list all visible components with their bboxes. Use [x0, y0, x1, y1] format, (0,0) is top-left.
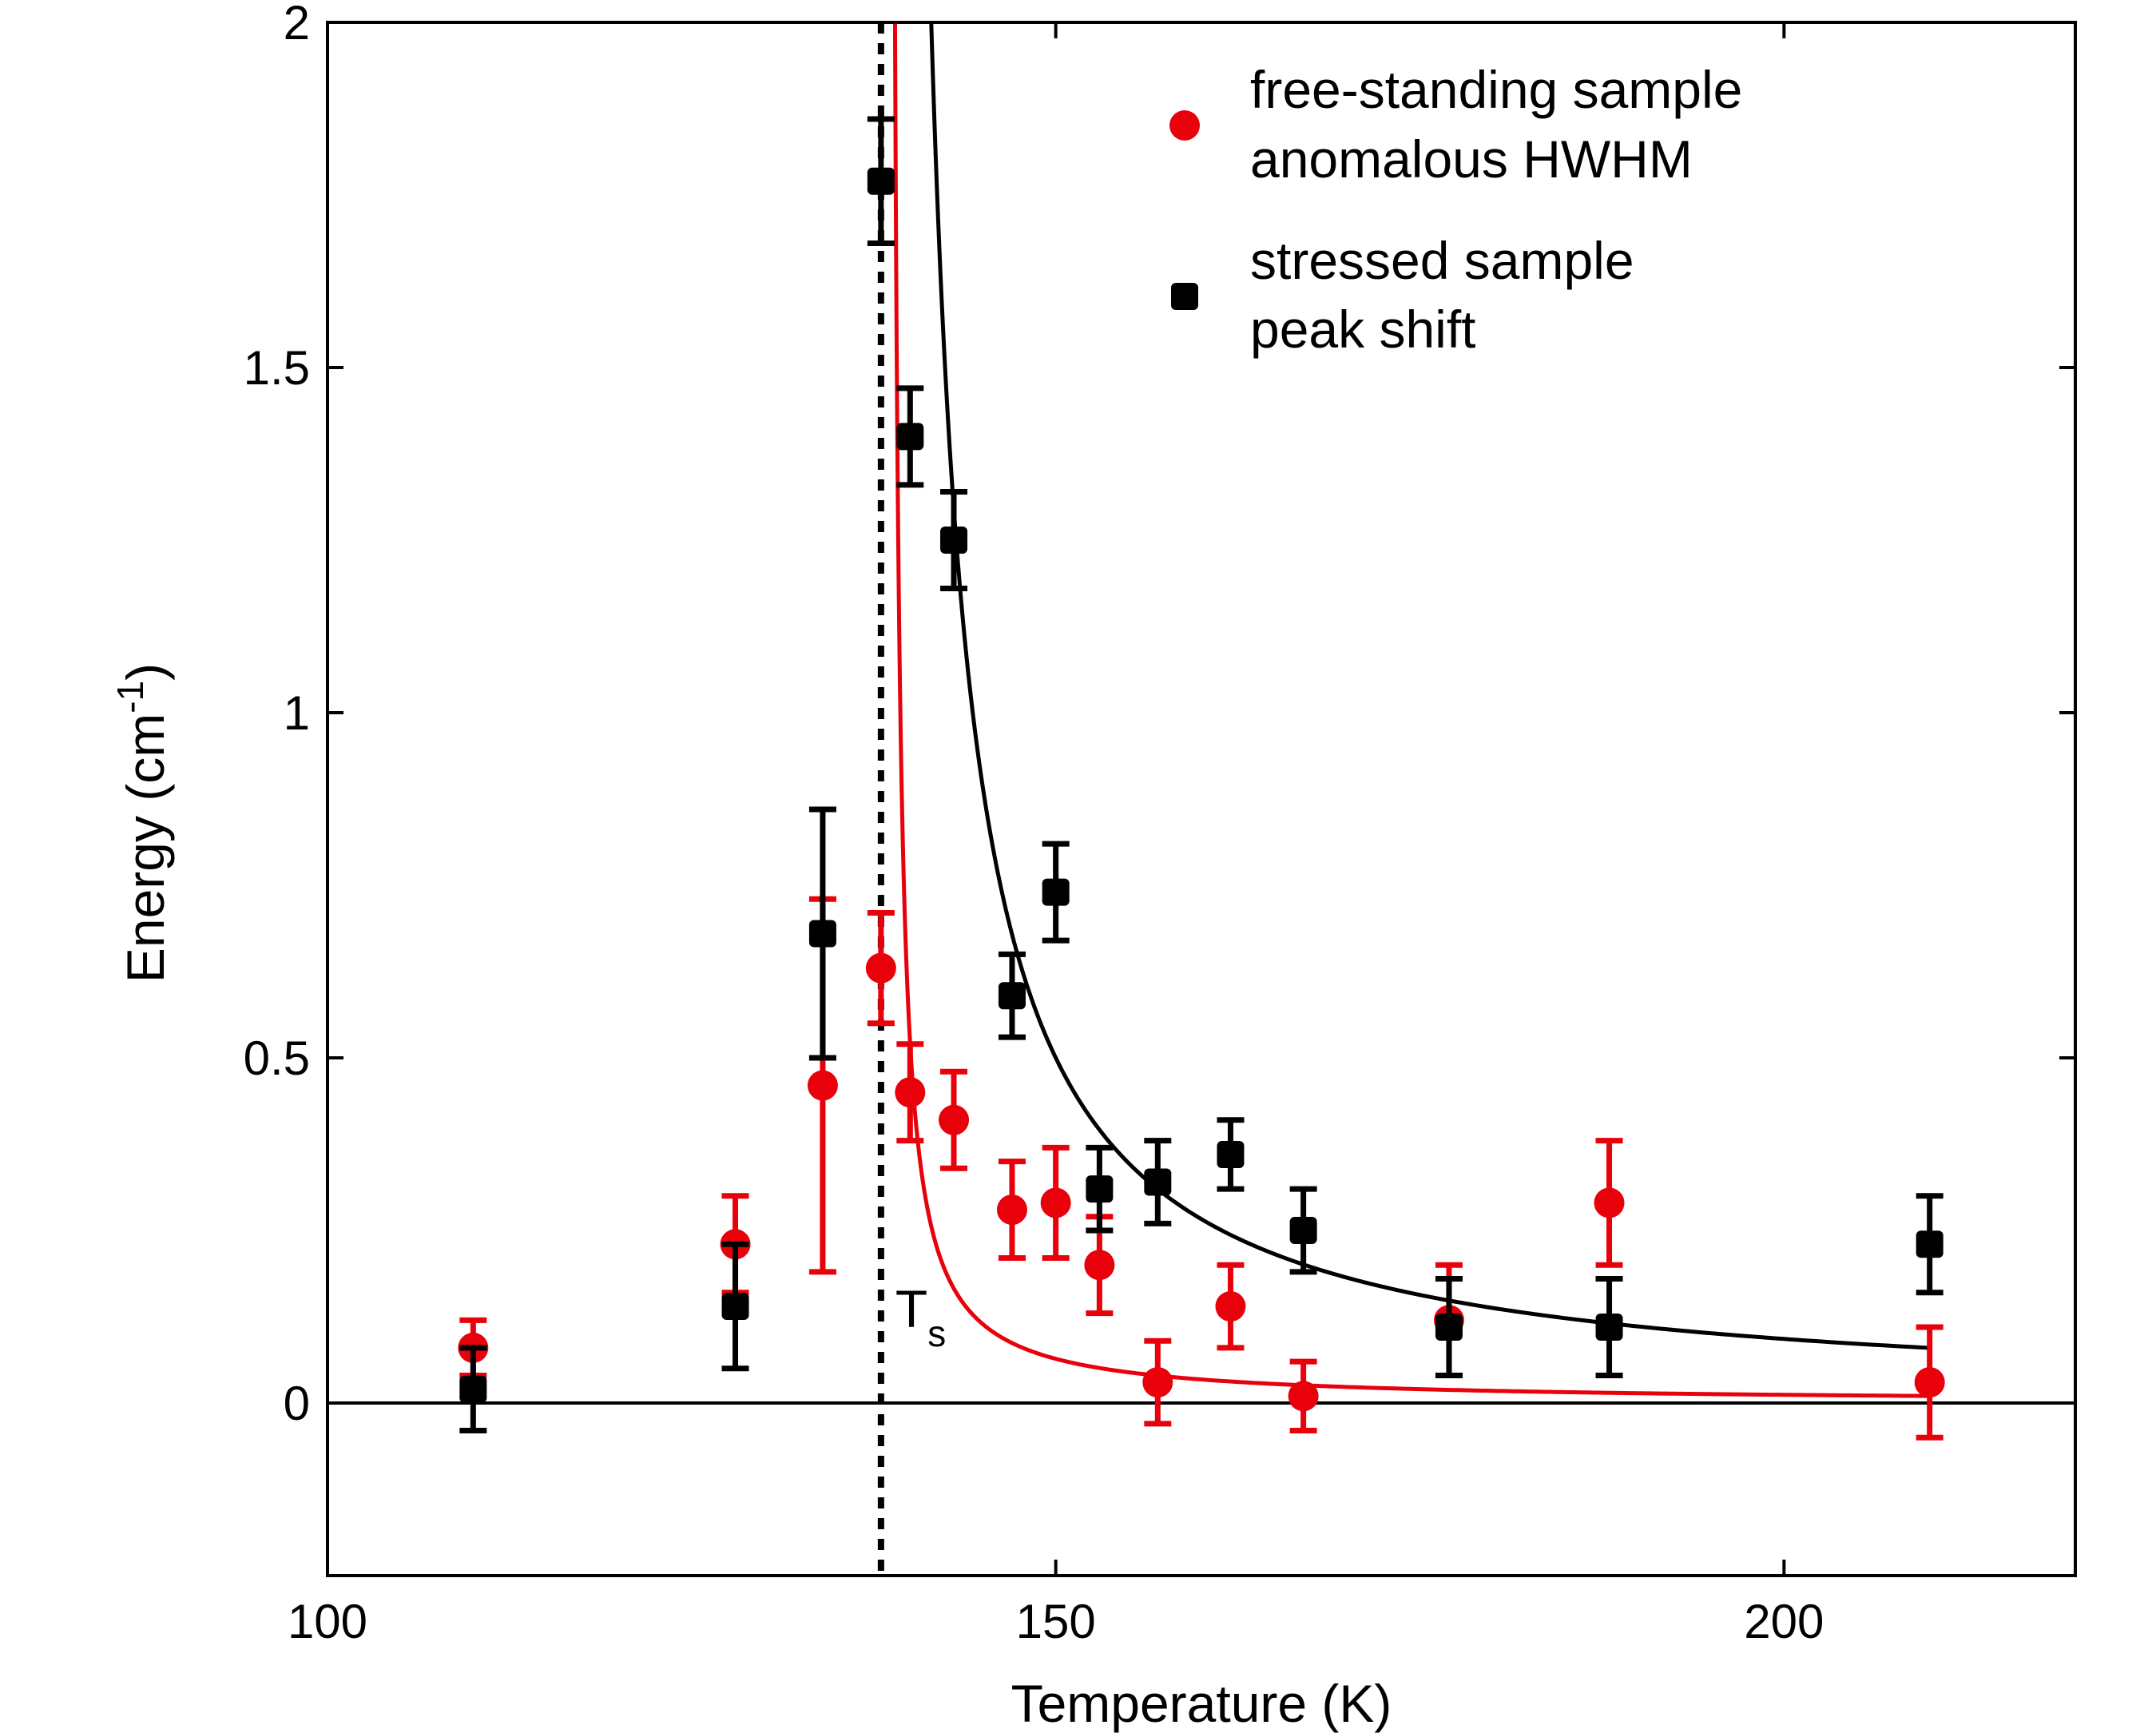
ts-annotation-main: T — [895, 1279, 927, 1338]
y-tick-label: 1 — [284, 686, 310, 740]
data-point-stressed — [1144, 1168, 1172, 1196]
plot-frame — [326, 21, 2077, 1577]
y-axis-title: Energy (cm-1) — [109, 663, 175, 983]
y-axis-title-close: ) — [116, 663, 175, 681]
data-point-stressed — [896, 423, 924, 451]
data-point-stressed — [1086, 1175, 1114, 1203]
data-point-free-standing — [807, 1070, 838, 1101]
legend-label-free-standing-line2: anomalous HWHM — [1250, 129, 1693, 189]
data-point-free-standing — [895, 1077, 926, 1108]
y-tick-label: 2 — [284, 0, 310, 50]
legend-label-stressed-line1: stressed sample — [1250, 231, 1634, 290]
x-tick-label: 150 — [1016, 1595, 1096, 1648]
y-tick-label: 0.5 — [244, 1031, 310, 1085]
data-point-stressed — [867, 167, 895, 195]
data-point-stressed — [1042, 878, 1070, 906]
legend-label-free-standing-line1: free-standing sample — [1250, 60, 1742, 119]
x-tick-label: 100 — [288, 1595, 367, 1648]
fit-curves-layer — [892, 22, 1930, 1398]
data-point-free-standing — [1288, 1381, 1319, 1412]
data-point-stressed — [940, 527, 968, 554]
data-point-free-standing — [1040, 1187, 1071, 1218]
data-point-stressed — [808, 920, 836, 948]
ts-annotation-subscript: s — [927, 1313, 946, 1354]
reference-lines-layer — [328, 22, 2075, 1576]
fit-curve-free-standing — [892, 22, 1930, 1398]
y-tick-label: 0 — [284, 1377, 310, 1430]
data-point-stressed — [459, 1375, 487, 1403]
data-point-free-standing — [865, 952, 896, 984]
legend-marker-free-standing — [1169, 110, 1200, 141]
data-point-stressed — [1435, 1313, 1463, 1341]
data-point-stressed — [1217, 1140, 1245, 1168]
axes-layer: 100 150 200 0 0.5 1 1.5 2 — [244, 0, 2075, 1648]
data-points-layer — [458, 116, 1945, 1441]
y-axis-title-superscript: -1 — [109, 681, 151, 713]
legend-marker-stressed — [1171, 283, 1198, 310]
ts-annotation: Ts — [895, 1279, 946, 1354]
data-point-stressed — [1289, 1217, 1317, 1244]
data-point-stressed — [1916, 1230, 1944, 1258]
data-point-stressed — [721, 1293, 749, 1321]
x-tick-label: 200 — [1744, 1595, 1824, 1648]
legend-label-stressed-line2: peak shift — [1250, 300, 1476, 359]
fit-curve-stressed — [929, 22, 1930, 1350]
legend: free-standing sample anomalous HWHM stre… — [1169, 60, 1742, 359]
data-point-stressed — [998, 982, 1026, 1010]
data-point-stressed — [1595, 1313, 1623, 1341]
data-point-free-standing — [939, 1104, 970, 1135]
y-axis-title-main: Energy (cm — [116, 713, 175, 983]
data-point-free-standing — [996, 1194, 1027, 1226]
data-point-free-standing — [1215, 1291, 1246, 1322]
data-point-free-standing — [1914, 1367, 1945, 1398]
y-tick-label: 1.5 — [244, 341, 310, 395]
x-axis-title: Temperature (K) — [1011, 1674, 1392, 1733]
data-point-free-standing — [1594, 1187, 1625, 1218]
data-point-free-standing — [1142, 1367, 1173, 1398]
data-point-free-standing — [1084, 1250, 1115, 1281]
